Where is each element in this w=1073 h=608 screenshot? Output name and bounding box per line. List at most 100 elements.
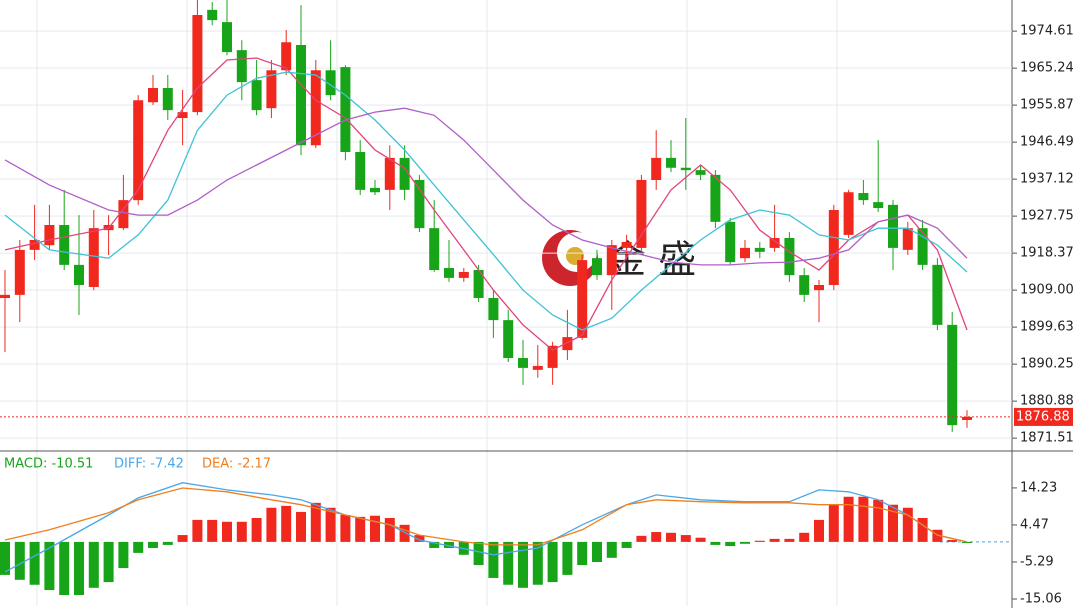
histogram-bar <box>340 514 351 542</box>
candle-body <box>518 358 528 368</box>
candle-body <box>399 157 410 190</box>
candle-body <box>266 70 277 109</box>
histogram-bar <box>621 541 632 548</box>
histogram-bar <box>192 519 203 542</box>
histogram-bar <box>799 532 810 542</box>
candle-body <box>207 9 218 21</box>
histogram-bar <box>251 518 262 542</box>
candle-body <box>488 298 499 321</box>
histogram-bar <box>207 519 218 542</box>
histogram-bar <box>784 538 795 542</box>
watermark-text: 金 盛 <box>608 238 696 282</box>
candle-body <box>547 345 558 368</box>
candle-body <box>754 247 765 252</box>
candle-body <box>177 112 188 119</box>
histogram-bar <box>473 541 484 566</box>
histogram-bar <box>932 529 943 542</box>
histogram-bar <box>873 499 884 542</box>
candle-body <box>355 151 366 190</box>
histogram-bar <box>814 519 824 542</box>
candle-body <box>562 337 573 351</box>
histogram-bar <box>562 541 573 575</box>
histogram-bar <box>725 541 736 547</box>
candle-body <box>414 180 425 229</box>
histogram-bar <box>902 507 913 542</box>
candle-body <box>88 228 99 287</box>
line <box>4 71 968 331</box>
candle-body <box>740 247 750 259</box>
histogram-bar <box>296 511 306 542</box>
histogram-bar <box>429 541 440 548</box>
histogram-bar <box>384 518 395 542</box>
legend-entry: MACD: -10.51 <box>4 457 93 472</box>
candle-body <box>281 42 292 71</box>
candle-body <box>162 88 173 111</box>
histogram-bar <box>281 505 292 542</box>
histogram-bar <box>888 504 898 542</box>
candle-body <box>370 187 380 193</box>
histogram-bar <box>651 532 662 542</box>
candle-body <box>458 271 469 278</box>
histogram-bar <box>917 518 928 542</box>
histogram-bar <box>266 507 277 542</box>
histogram-bar <box>162 541 173 545</box>
y-tick-label: 1927.75 <box>1020 209 1073 224</box>
histogram-bar <box>118 541 129 569</box>
line <box>4 57 968 351</box>
candle-body <box>384 157 395 190</box>
candle-body <box>251 80 262 111</box>
candle-body <box>799 275 810 295</box>
histogram-bar <box>414 535 425 542</box>
histogram-bar <box>680 535 691 542</box>
y-tick-label: 1955.87 <box>1020 98 1073 113</box>
histogram-bar <box>532 541 543 585</box>
candle-body <box>29 240 40 250</box>
histogram-bar <box>399 524 410 542</box>
candle-body <box>917 228 928 265</box>
histogram-bar <box>14 541 25 580</box>
histogram-bar <box>148 541 158 548</box>
candle-body <box>59 225 70 265</box>
histogram-bar <box>577 541 588 566</box>
candle-body <box>680 167 691 171</box>
legend-entry: DEA: -2.17 <box>202 457 271 472</box>
histogram-bar <box>947 540 958 542</box>
legend-entry: DIFF: -7.42 <box>114 457 184 472</box>
histogram-bar <box>606 541 617 558</box>
histogram-bar <box>962 541 972 544</box>
candle-body <box>666 157 676 168</box>
histogram-bar <box>503 541 514 585</box>
histogram-bar <box>769 538 780 542</box>
candle-body <box>44 225 55 246</box>
candle-body <box>296 45 306 146</box>
histogram-bar <box>310 502 321 542</box>
candle-body <box>236 50 247 83</box>
candle-body <box>888 204 898 248</box>
candle-body <box>444 268 454 278</box>
histogram-bar <box>636 535 647 542</box>
histogram-bar <box>754 540 765 542</box>
candle-body <box>532 365 543 370</box>
last-price-label: 1876.88 <box>1016 409 1070 424</box>
candle-body <box>843 192 854 235</box>
histogram-bar <box>103 541 114 583</box>
histogram-bar <box>444 541 454 548</box>
last-price-box <box>1014 407 1073 426</box>
candle-body <box>606 245 617 276</box>
candle-body <box>932 264 943 325</box>
candle-body <box>784 238 795 276</box>
histogram-bar <box>828 504 839 542</box>
histogram-bar <box>74 541 84 595</box>
histogram-bar <box>59 541 70 595</box>
candle-body <box>651 157 662 180</box>
histogram-bar <box>518 541 528 588</box>
candle-body <box>192 15 203 113</box>
y-tick-label: 1871.51 <box>1020 431 1073 446</box>
candle-body <box>74 264 84 285</box>
candle-body <box>621 241 632 248</box>
candle-body <box>429 228 440 270</box>
candle-body <box>636 180 647 248</box>
candle-body <box>902 228 913 250</box>
